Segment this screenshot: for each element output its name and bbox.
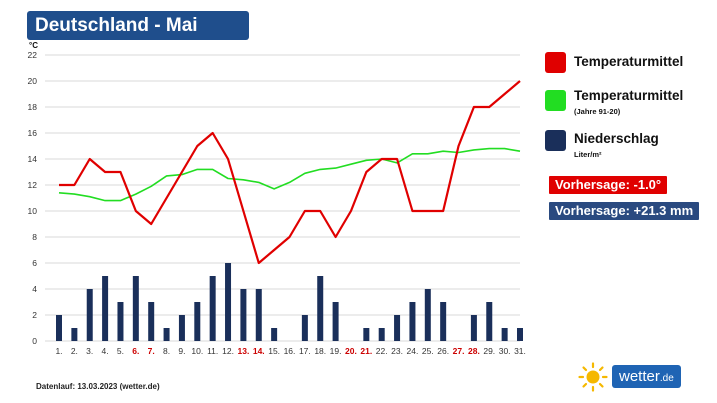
y-axis-label: °C bbox=[29, 41, 38, 50]
precipitation-bar bbox=[440, 302, 447, 341]
chart-grid bbox=[45, 54, 520, 342]
x-tick-label: 29. bbox=[483, 346, 495, 356]
x-tick-label: 28. bbox=[468, 346, 480, 356]
precipitation-bar bbox=[86, 289, 93, 341]
x-tick-label: 15. bbox=[268, 346, 280, 356]
sun-icon bbox=[578, 362, 608, 392]
y-tick-label: 6 bbox=[32, 258, 37, 268]
precipitation-bar bbox=[209, 276, 216, 341]
brand-logo[interactable]: wetter.de bbox=[612, 365, 681, 388]
precipitation-bar bbox=[332, 302, 339, 341]
y-tick-label: 22 bbox=[28, 50, 38, 60]
precipitation-bar bbox=[148, 302, 155, 341]
precipitation-bar bbox=[363, 328, 370, 341]
x-tick-label: 11. bbox=[207, 346, 218, 356]
x-tick-label: 21. bbox=[360, 346, 372, 356]
precipitation-bar bbox=[470, 315, 477, 341]
precipitation-bar bbox=[486, 302, 493, 341]
y-tick-label: 12 bbox=[28, 180, 38, 190]
precipitation-bar bbox=[517, 328, 523, 341]
x-tick-label: 2. bbox=[71, 346, 78, 356]
y-axis-ticks: 0 2 4 6 8 10 12 14 16 18 20 22 bbox=[28, 50, 38, 346]
precipitation-bar bbox=[240, 289, 247, 341]
x-tick-label: 19. bbox=[330, 346, 342, 356]
x-tick-label: 26. bbox=[437, 346, 449, 356]
temperature-lines bbox=[58, 80, 521, 265]
y-tick-label: 14 bbox=[28, 154, 38, 164]
temperature-line bbox=[59, 80, 521, 265]
precipitation-bar bbox=[409, 302, 416, 341]
y-tick-label: 0 bbox=[32, 336, 37, 346]
x-tick-label: 3. bbox=[86, 346, 93, 356]
x-tick-label: 24. bbox=[407, 346, 419, 356]
y-tick-label: 10 bbox=[28, 206, 38, 216]
precipitation-bar bbox=[424, 289, 431, 341]
precipitation-bar bbox=[56, 315, 62, 341]
x-tick-label: 14. bbox=[253, 346, 265, 356]
y-tick-label: 2 bbox=[32, 310, 37, 320]
precipitation-bar bbox=[163, 328, 170, 341]
x-tick-label: 18. bbox=[314, 346, 326, 356]
precipitation-bar bbox=[271, 328, 278, 341]
y-tick-label: 16 bbox=[28, 128, 38, 138]
x-tick-label: 16. bbox=[284, 346, 296, 356]
precipitation-bar bbox=[378, 328, 385, 341]
precipitation-bar bbox=[102, 276, 109, 341]
precipitation-bars bbox=[56, 263, 523, 341]
precipitation-bar bbox=[317, 276, 324, 341]
legend-swatch-precipitation bbox=[545, 130, 566, 151]
brand-tld: .de bbox=[659, 373, 674, 384]
legend-label-precipitation: Niederschlag bbox=[574, 131, 659, 146]
forecast-temperature-badge: Vorhersage: -1.0° bbox=[549, 176, 668, 194]
precipitation-bar bbox=[255, 289, 262, 341]
x-tick-label: 20. bbox=[345, 346, 357, 356]
legend-swatch-temperature bbox=[545, 52, 566, 73]
precipitation-bar bbox=[301, 315, 308, 341]
x-tick-label: 8. bbox=[163, 346, 170, 356]
x-tick-label: 10. bbox=[191, 346, 203, 356]
precipitation-bar bbox=[178, 315, 185, 341]
legend-label-climate: Temperaturmittel bbox=[574, 88, 684, 103]
precipitation-bar bbox=[117, 302, 124, 341]
x-tick-label: 17. bbox=[299, 346, 311, 356]
x-tick-label: 12. bbox=[222, 346, 234, 356]
x-tick-label: 27. bbox=[453, 346, 465, 356]
y-tick-label: 18 bbox=[28, 102, 38, 112]
data-run-note: Datenlauf: 13.03.2023 (wetter.de) bbox=[36, 382, 160, 391]
precipitation-bar bbox=[225, 263, 232, 341]
x-tick-label: 30. bbox=[499, 346, 511, 356]
forecast-precipitation-badge: Vorhersage: +21.3 mm bbox=[549, 202, 700, 220]
x-tick-label: 7. bbox=[148, 346, 155, 356]
x-axis-ticks: 1. 2. 3. 4. 5. 6. 7. 8. 9. 10. 11. 12. 13. 14. 15. 16. 1… bbox=[55, 346, 525, 356]
y-tick-label: 20 bbox=[28, 76, 38, 86]
y-tick-label: 4 bbox=[32, 284, 37, 294]
x-tick-label: 5. bbox=[117, 346, 124, 356]
page-title: Deutschland - Mai bbox=[27, 11, 249, 40]
precipitation-bar bbox=[132, 276, 139, 341]
climate-temperature-line bbox=[58, 147, 521, 202]
precipitation-bar bbox=[394, 315, 401, 341]
x-tick-label: 6. bbox=[132, 346, 139, 356]
x-tick-label: 9. bbox=[178, 346, 185, 356]
x-tick-label: 23. bbox=[391, 346, 403, 356]
precipitation-bar bbox=[194, 302, 201, 341]
legend-sub-precipitation: Liter/m² bbox=[574, 150, 602, 159]
legend-label-temperature: Temperaturmittel bbox=[574, 54, 684, 69]
brand-name: wetter bbox=[619, 368, 660, 385]
x-tick-label: 1. bbox=[55, 346, 62, 356]
x-tick-label: 25. bbox=[422, 346, 434, 356]
x-tick-label: 13. bbox=[237, 346, 249, 356]
precipitation-bar bbox=[71, 328, 78, 341]
x-tick-label: 22. bbox=[376, 346, 388, 356]
x-tick-label: 4. bbox=[102, 346, 109, 356]
legend-swatch-climate bbox=[545, 90, 566, 111]
legend-sub-climate: (Jahre 91-20) bbox=[574, 107, 621, 116]
precipitation-bar bbox=[501, 328, 508, 341]
y-tick-label: 8 bbox=[32, 232, 37, 242]
x-tick-label: 31. bbox=[514, 346, 526, 356]
